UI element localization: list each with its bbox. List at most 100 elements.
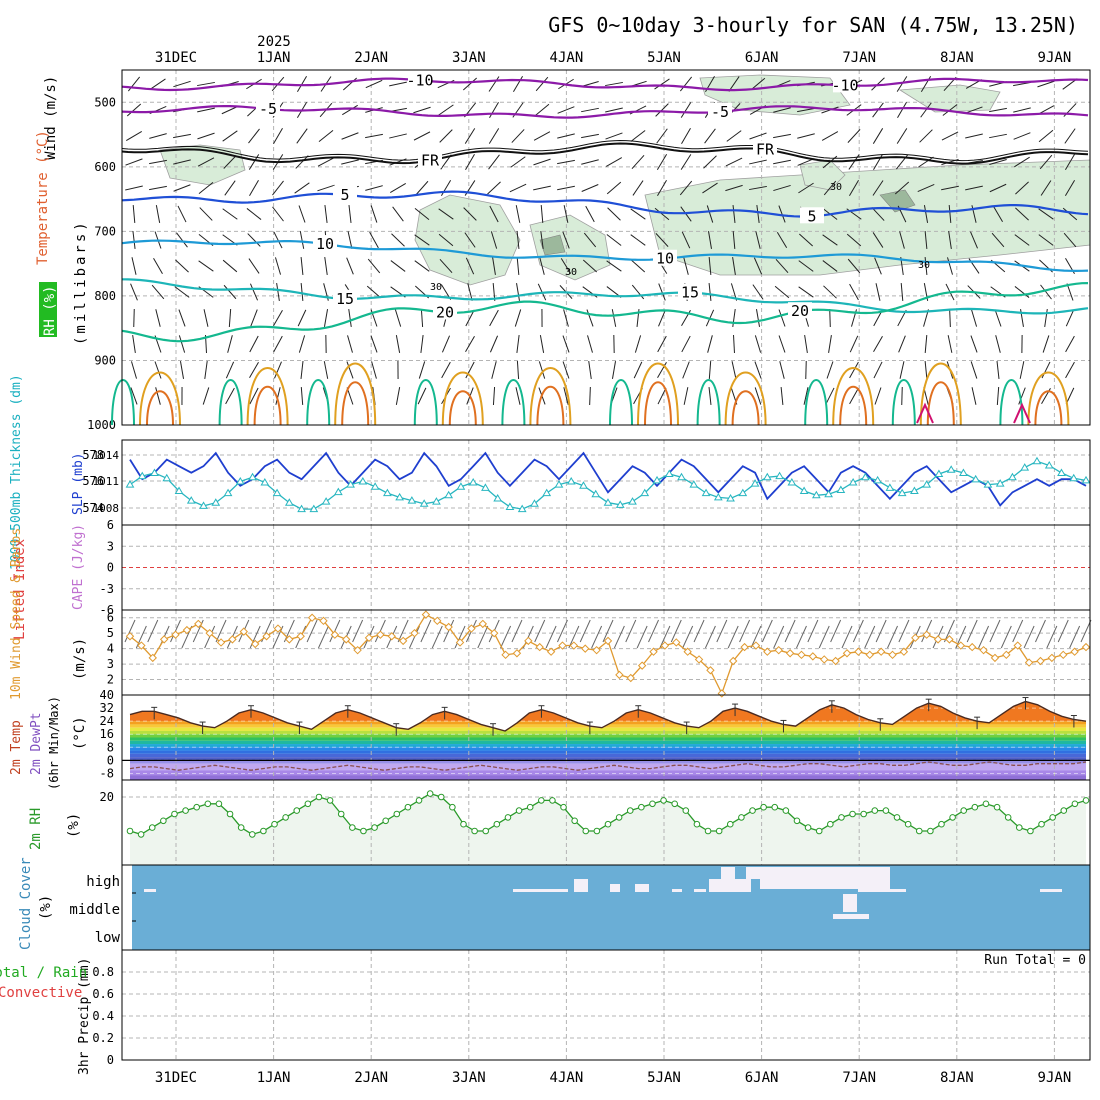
wind-barb: [586, 309, 594, 327]
wind-barb: [131, 257, 137, 275]
wind-speed-marker: [228, 635, 237, 644]
wind-speed-marker: [250, 639, 260, 649]
wind-speed-marker: [216, 638, 226, 647]
wind-barb: [708, 360, 712, 380]
warm-contour: [832, 367, 875, 426]
wind-barb: [510, 156, 526, 168]
wind-barb: [250, 309, 258, 327]
wind-barb: [605, 132, 623, 140]
thickness-marker: [174, 486, 184, 494]
wind-barb: [708, 256, 712, 276]
wind-barb: [630, 259, 646, 273]
thickness-marker: [150, 468, 159, 476]
wind-barb: [198, 181, 214, 195]
wind-speed-marker: [330, 630, 340, 639]
thickness-marker: [971, 474, 981, 483]
wind-barb: [489, 335, 499, 353]
rh2m-marker: [893, 814, 901, 821]
wind-barb-10m: [454, 625, 466, 649]
wind-speed-marker: [581, 644, 590, 653]
cloud-level-label: middle: [69, 902, 120, 918]
contour-label: -10: [831, 76, 858, 94]
temp-band: [130, 730, 1086, 735]
cloud-block: [746, 867, 760, 879]
wind-barb: [130, 387, 138, 405]
wind-barb: [298, 205, 306, 223]
wind-barb: [657, 361, 667, 379]
rh2m-marker: [360, 827, 367, 835]
wind-speed-marker: [694, 655, 704, 664]
thickness-marker: [738, 488, 748, 497]
wind-barb: [341, 132, 359, 140]
warm-contour: [724, 371, 767, 426]
wind-barb: [272, 206, 284, 222]
wind-barb: [204, 361, 208, 379]
wind-barb: [389, 81, 407, 87]
cloud-block: [833, 914, 869, 919]
wind-barb: [246, 208, 262, 220]
wind-barb: [533, 131, 551, 141]
wind-speed-marker: [854, 647, 863, 656]
rh2m-marker: [904, 820, 912, 828]
temp-tick: 0: [107, 753, 114, 767]
wind-barb: [681, 335, 691, 353]
wind-barb: [371, 361, 377, 379]
cloud-block: [144, 889, 156, 892]
slp-tick: 1008: [93, 502, 120, 515]
wind-speed-marker: [615, 670, 624, 680]
wind-barb: [1040, 284, 1052, 300]
thickness-marker: [640, 488, 650, 497]
wind-barb: [197, 157, 215, 167]
wind-barb: [634, 335, 642, 353]
wind-barb: [631, 154, 645, 170]
wind-barb: [680, 154, 692, 170]
rh2m-marker: [882, 807, 890, 814]
thickness-marker: [248, 472, 257, 481]
wind-barb: [557, 185, 575, 191]
temp-band: [130, 727, 1086, 731]
thickness-marker: [897, 488, 907, 497]
wind-barb: [1065, 361, 1075, 379]
wind-barb: [464, 232, 476, 248]
wind-speed-marker: [1036, 656, 1045, 666]
wind-barb: [923, 205, 929, 223]
wind-barb: [708, 386, 712, 406]
wind-barb: [369, 231, 379, 249]
contour-label: -10: [406, 71, 433, 89]
rh2m-marker: [693, 820, 701, 828]
warm-contour: [146, 390, 174, 426]
wind-speed-marker: [546, 647, 556, 656]
upper-frame: [121, 69, 1091, 426]
top-date-label: 9JAN: [1038, 50, 1072, 66]
wind-barb-10m: [272, 625, 284, 649]
wind-barb: [392, 206, 404, 222]
wind-speed-marker: [956, 641, 966, 650]
wind-speed-marker: [205, 628, 214, 638]
rh2m-marker: [315, 793, 323, 801]
wind-barb: [630, 208, 646, 220]
wind-barb: [249, 179, 259, 197]
wind-barb: [776, 232, 788, 248]
pressure-tick: 800: [94, 289, 116, 303]
wind-barb: [300, 282, 304, 302]
rh-shade-dark: [539, 234, 566, 256]
wind-barb: [780, 386, 784, 406]
temp-ylabel-2: 2m DewPt: [29, 712, 44, 775]
wind-barb: [488, 128, 500, 144]
wind-barb: [1065, 309, 1075, 327]
thickness-marker: [689, 480, 699, 488]
wind-barb: [296, 128, 308, 144]
warm-contour: [139, 371, 181, 426]
wind-barb: [872, 128, 884, 144]
run-total: Run Total = 0: [984, 953, 1086, 968]
wind-barb-10m: [887, 625, 898, 649]
warm-contour: [111, 379, 135, 426]
wind-barb: [589, 386, 591, 406]
wind-barb: [732, 230, 736, 250]
wind-barb: [222, 208, 238, 220]
slp-line: [129, 451, 1087, 507]
wind-barb: [173, 80, 191, 88]
wind-barb: [849, 283, 859, 301]
wind-speed-marker: [990, 653, 1000, 663]
wind-barb: [465, 309, 475, 327]
